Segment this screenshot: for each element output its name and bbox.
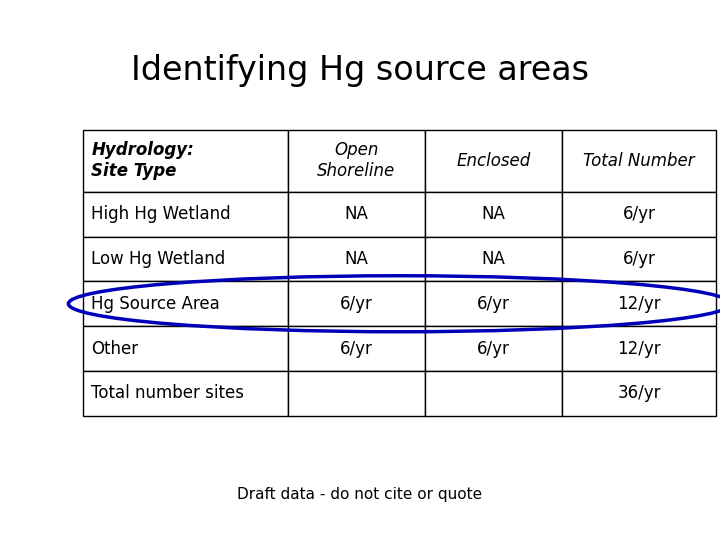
Bar <box>288 326 425 371</box>
Text: NA: NA <box>344 250 369 268</box>
Text: 6/yr: 6/yr <box>623 205 655 223</box>
Text: 6/yr: 6/yr <box>623 250 655 268</box>
Bar <box>83 192 288 237</box>
Text: Hydrology:
Site Type: Hydrology: Site Type <box>91 141 194 180</box>
Text: 12/yr: 12/yr <box>617 340 661 357</box>
Bar <box>288 281 425 326</box>
Bar <box>425 130 562 192</box>
Text: 6/yr: 6/yr <box>477 340 510 357</box>
Text: 36/yr: 36/yr <box>617 384 661 402</box>
Bar <box>425 192 562 237</box>
Text: Identifying Hg source areas: Identifying Hg source areas <box>131 54 589 87</box>
Bar <box>288 192 425 237</box>
Bar <box>425 281 562 326</box>
Bar <box>288 130 425 192</box>
Bar <box>83 130 288 192</box>
Text: Total Number: Total Number <box>583 152 695 170</box>
Text: 6/yr: 6/yr <box>340 295 373 313</box>
Bar <box>288 371 425 416</box>
Bar <box>562 192 716 237</box>
Bar <box>83 371 288 416</box>
Bar <box>425 371 562 416</box>
Bar <box>425 326 562 371</box>
Bar <box>288 237 425 281</box>
Text: 6/yr: 6/yr <box>477 295 510 313</box>
Bar <box>562 371 716 416</box>
Text: Draft data - do not cite or quote: Draft data - do not cite or quote <box>238 487 482 502</box>
Text: NA: NA <box>481 250 505 268</box>
Bar <box>425 237 562 281</box>
Text: Enclosed: Enclosed <box>456 152 531 170</box>
Bar <box>562 130 716 192</box>
Text: 12/yr: 12/yr <box>617 295 661 313</box>
Text: NA: NA <box>481 205 505 223</box>
Text: Total number sites: Total number sites <box>91 384 245 402</box>
Bar <box>562 237 716 281</box>
Bar <box>83 326 288 371</box>
Bar <box>562 281 716 326</box>
Text: Open
Shoreline: Open Shoreline <box>318 141 395 180</box>
Text: Hg Source Area: Hg Source Area <box>91 295 220 313</box>
Bar <box>562 326 716 371</box>
Bar <box>83 237 288 281</box>
Text: 6/yr: 6/yr <box>340 340 373 357</box>
Text: High Hg Wetland: High Hg Wetland <box>91 205 231 223</box>
Text: Other: Other <box>91 340 138 357</box>
Text: Low Hg Wetland: Low Hg Wetland <box>91 250 225 268</box>
Bar <box>83 281 288 326</box>
Text: NA: NA <box>344 205 369 223</box>
